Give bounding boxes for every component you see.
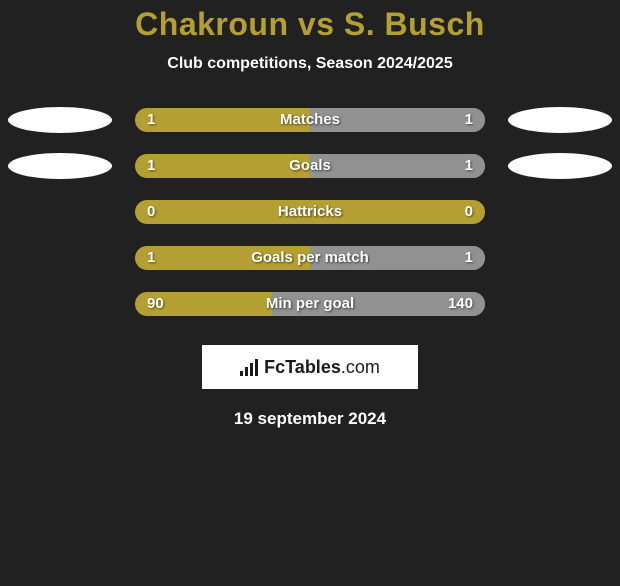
stat-label: Goals per match <box>135 246 485 270</box>
stat-bar: 11Matches <box>135 108 485 132</box>
stat-row: 11Goals <box>0 143 620 189</box>
stat-bar: 11Goals per match <box>135 246 485 270</box>
stat-bar: 90140Min per goal <box>135 292 485 316</box>
stat-label: Hattricks <box>135 200 485 224</box>
title-player-right: S. Busch <box>344 6 485 42</box>
stat-row: 11Matches <box>0 97 620 143</box>
stat-label: Matches <box>135 108 485 132</box>
bar-chart-icon <box>240 358 258 376</box>
player-badge-right <box>508 153 612 179</box>
stat-row: 11Goals per match <box>0 235 620 281</box>
stats-chart: 11Matches 11Goals 00Hattricks 11Goals per m… <box>0 97 620 327</box>
stat-row: 00Hattricks <box>0 189 620 235</box>
title-player-left: Chakroun <box>135 6 288 42</box>
player-badge-left <box>8 153 112 179</box>
player-badge-right <box>508 107 612 133</box>
fctables-logo[interactable]: FcTables.com <box>202 345 418 389</box>
stat-bar: 11Goals <box>135 154 485 178</box>
stat-label: Goals <box>135 154 485 178</box>
stat-label: Min per goal <box>135 292 485 316</box>
subtitle: Club competitions, Season 2024/2025 <box>0 55 620 73</box>
stat-bar: 00Hattricks <box>135 200 485 224</box>
logo-text: FcTables.com <box>264 357 380 378</box>
page-title: Chakroun vs S. Busch <box>0 6 620 43</box>
date-text: 19 september 2024 <box>0 409 620 429</box>
player-badge-left <box>8 107 112 133</box>
logo-text-light: .com <box>341 357 380 377</box>
stat-row: 90140Min per goal <box>0 281 620 327</box>
title-vs: vs <box>298 6 335 42</box>
logo-text-bold: FcTables <box>264 357 341 377</box>
